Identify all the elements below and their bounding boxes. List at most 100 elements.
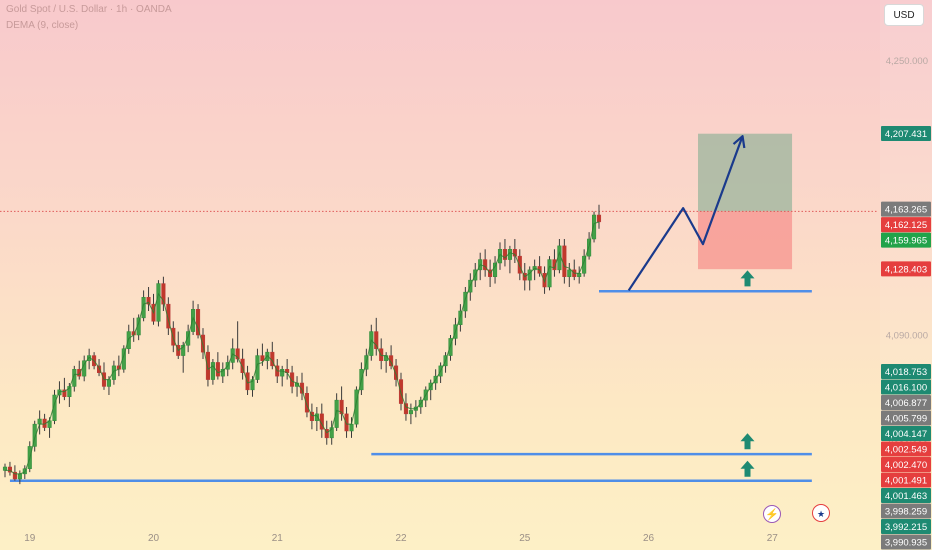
candle-body [245,372,250,391]
up-arrow-icon [740,270,755,287]
candle-body [220,369,225,377]
projection-arrowhead [732,135,746,149]
candle-body [196,309,201,336]
candle-body [205,351,210,380]
price-label: 4,006.877 [885,398,927,409]
symbol-title: Gold Spot / U.S. Dollar · 1h · OANDA [6,4,172,15]
candle-body [587,238,592,257]
candle-body [186,331,191,346]
candle-body [62,389,67,397]
candle-body [12,471,17,480]
candle-body [156,283,161,322]
candle-body [191,309,196,332]
x-tick-label: 21 [272,533,284,544]
up-arrow-icon [740,460,755,477]
candle-body [181,345,186,356]
candle-body [304,393,309,413]
stop-zone [698,211,793,270]
candle-body [235,348,240,360]
x-tick-label: 26 [643,533,655,544]
candle-body [512,249,517,257]
x-tick-label: 19 [24,533,36,544]
candle-body [403,403,408,415]
price-label-box [881,472,931,488]
candle-body [334,399,339,428]
candle-body [2,466,8,471]
price-label-box [881,426,931,441]
price-label-box [881,125,931,141]
price-label-box [881,379,931,395]
candle-body [17,473,22,480]
candle-body [240,358,245,373]
candle-body [517,255,522,274]
candle-body [567,269,572,277]
candle-body [72,369,77,387]
candle-body [255,355,260,380]
price-label: 4,002.470 [885,460,927,471]
candle-body [349,423,354,432]
candle-body [97,365,102,373]
price-label: 4,005.799 [885,414,927,425]
projection-path [627,135,744,292]
price-label-box [881,534,931,550]
price-label: 3,990.935 [885,538,927,549]
candle-body [463,291,468,312]
candle-body [77,369,82,377]
price-label-box [881,232,931,248]
price-label-box [881,519,931,534]
candle-body [374,331,379,349]
price-label-box [881,201,931,217]
candle-body [111,365,116,380]
candle-body [408,410,413,415]
candle-body [344,413,349,432]
x-tick-label: 27 [767,533,779,544]
candle-body [141,297,146,319]
candle-body [483,259,488,271]
price-label: 4,002.549 [885,445,927,456]
currency-button[interactable]: USD [884,4,924,26]
candle-body [32,423,37,447]
candle-body [265,351,270,361]
dema-line [5,221,600,475]
candle-body [290,372,295,387]
price-label: 4,159.965 [885,236,927,247]
price-label-box [881,457,931,472]
candle-body [552,259,557,271]
candle-body [106,379,112,387]
lightning-icon[interactable]: ⚡ [763,505,781,523]
price-label: 4,001.463 [885,491,927,502]
price-label: 4,128.403 [885,264,927,275]
candle-body [52,394,57,421]
price-label-box [881,488,931,503]
us-flag-icon[interactable]: ★ [812,504,830,522]
candle-body [502,249,507,260]
price-label-box [881,410,931,426]
price-label: 4,163.265 [885,205,927,216]
candle-body [354,389,359,425]
candle-body [493,262,498,277]
candle-body [547,259,552,288]
price-label-box [881,503,931,519]
x-tick-label: 20 [148,533,160,544]
price-label-box [881,217,931,233]
x-tick-label: 25 [519,533,531,544]
candle-body [458,310,463,325]
candle-body [448,338,453,356]
price-label: 4,018.753 [885,367,927,378]
y-tick-label: 4,090.000 [886,331,928,342]
candle-body [215,362,220,377]
candle-body [562,245,567,277]
y-tick-label: 4,250.000 [886,56,928,67]
candle-body [577,273,582,277]
candle-body [161,283,166,305]
candle-body [339,399,344,415]
candle-body [280,369,285,377]
candle-body [37,418,42,425]
candle-body [324,429,329,439]
candle-body [210,362,215,380]
candle-body [497,249,503,264]
candle-body [542,273,547,288]
candle-body [260,355,265,361]
